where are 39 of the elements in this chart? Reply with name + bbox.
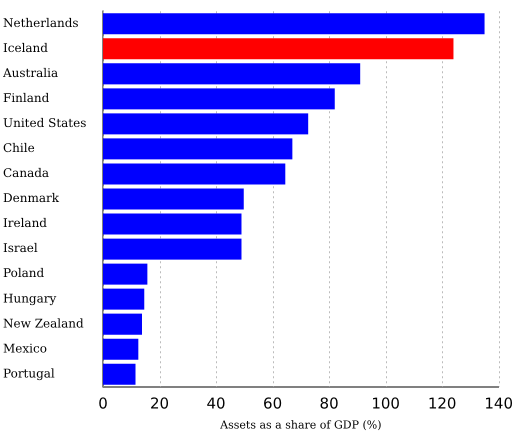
y-tick-label: Hungary [3, 291, 56, 306]
y-tick-label: Mexico [3, 341, 47, 356]
x-tick-label: 40 [206, 394, 226, 413]
x-tick-label: 100 [371, 394, 400, 413]
x-axis-title: Assets as a share of GDP (%) [219, 418, 382, 432]
x-tick-label: 20 [150, 394, 170, 413]
y-tick-label: Poland [3, 266, 45, 280]
bar [103, 288, 144, 310]
y-tick-label: Denmark [3, 191, 60, 206]
x-tick-label: 140 [484, 394, 514, 413]
bar [103, 138, 292, 160]
y-tick-label: New Zealand [3, 316, 84, 330]
bar [103, 88, 335, 110]
y-tick-label: Australia [2, 66, 58, 80]
y-tick-label: Canada [3, 166, 50, 180]
bar [103, 63, 360, 84]
y-tick-label: Israel [3, 241, 38, 256]
x-tick-label: 60 [263, 394, 282, 413]
y-tick-label: Finland [3, 90, 50, 105]
bar [103, 113, 308, 134]
y-tick-label: Netherlands [3, 16, 79, 30]
bar [103, 238, 242, 260]
y-tick-label: Portugal [3, 366, 55, 380]
x-tick-label: 0 [98, 394, 108, 413]
y-tick-label: Ireland [3, 216, 48, 230]
bar [103, 163, 286, 184]
bar [103, 38, 454, 60]
x-tick-label: 80 [320, 394, 339, 413]
bar [103, 364, 136, 385]
bar [103, 338, 138, 360]
x-tick-label: 120 [428, 394, 456, 413]
bar [103, 13, 485, 34]
y-tick-label: United States [3, 116, 86, 130]
bar [103, 214, 242, 235]
y-tick-label: Iceland [3, 40, 48, 55]
bar [103, 188, 244, 210]
bar [103, 264, 148, 285]
y-tick-label: Chile [3, 141, 35, 156]
bar [103, 314, 142, 335]
